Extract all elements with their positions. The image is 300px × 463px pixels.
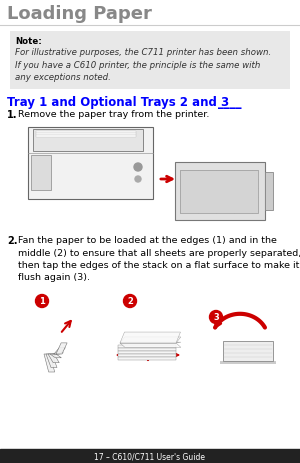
Bar <box>36 131 136 134</box>
Bar <box>31 156 51 191</box>
Text: 1.: 1. <box>7 110 17 120</box>
Text: Note:: Note: <box>15 37 42 46</box>
Bar <box>118 354 176 357</box>
Bar <box>223 341 273 361</box>
Text: 1: 1 <box>39 297 45 306</box>
Text: For illustrative purposes, the C711 printer has been shown.
If you have a C610 p: For illustrative purposes, the C711 prin… <box>15 48 271 82</box>
Bar <box>33 130 143 152</box>
Bar <box>118 348 176 351</box>
Polygon shape <box>120 342 181 343</box>
Bar <box>175 163 265 220</box>
Polygon shape <box>120 337 181 343</box>
Bar <box>220 361 276 364</box>
Bar <box>118 351 176 354</box>
Bar <box>36 134 136 136</box>
Bar <box>118 345 176 348</box>
Polygon shape <box>54 348 65 354</box>
Polygon shape <box>46 354 57 368</box>
Circle shape <box>124 295 136 308</box>
Text: ____: ____ <box>218 96 242 109</box>
Polygon shape <box>52 353 63 354</box>
Circle shape <box>134 163 142 172</box>
Bar <box>118 357 176 360</box>
Bar <box>10 32 290 90</box>
Text: Remove the paper tray from the printer.: Remove the paper tray from the printer. <box>18 110 209 119</box>
Text: Fan the paper to be loaded at the edges (1) and in the
middle (2) to ensure that: Fan the paper to be loaded at the edges … <box>18 236 300 282</box>
Bar <box>180 171 258 213</box>
Bar <box>0 449 300 463</box>
Text: 2: 2 <box>127 297 133 306</box>
Polygon shape <box>44 354 55 372</box>
Polygon shape <box>120 343 181 348</box>
Text: 3: 3 <box>213 313 219 322</box>
Text: Loading Paper: Loading Paper <box>7 5 152 23</box>
Polygon shape <box>120 332 181 343</box>
Bar <box>28 128 153 200</box>
Polygon shape <box>56 343 67 354</box>
Text: 17 – C610/C711 User's Guide: 17 – C610/C711 User's Guide <box>94 451 206 461</box>
Text: 2.: 2. <box>7 236 17 245</box>
Circle shape <box>209 311 223 324</box>
Polygon shape <box>48 354 59 363</box>
Bar <box>265 173 273 211</box>
Text: Tray 1 and Optional Trays 2 and 3: Tray 1 and Optional Trays 2 and 3 <box>7 96 229 109</box>
Circle shape <box>35 295 49 308</box>
Circle shape <box>135 176 141 182</box>
Bar <box>36 136 136 138</box>
Polygon shape <box>50 354 61 358</box>
